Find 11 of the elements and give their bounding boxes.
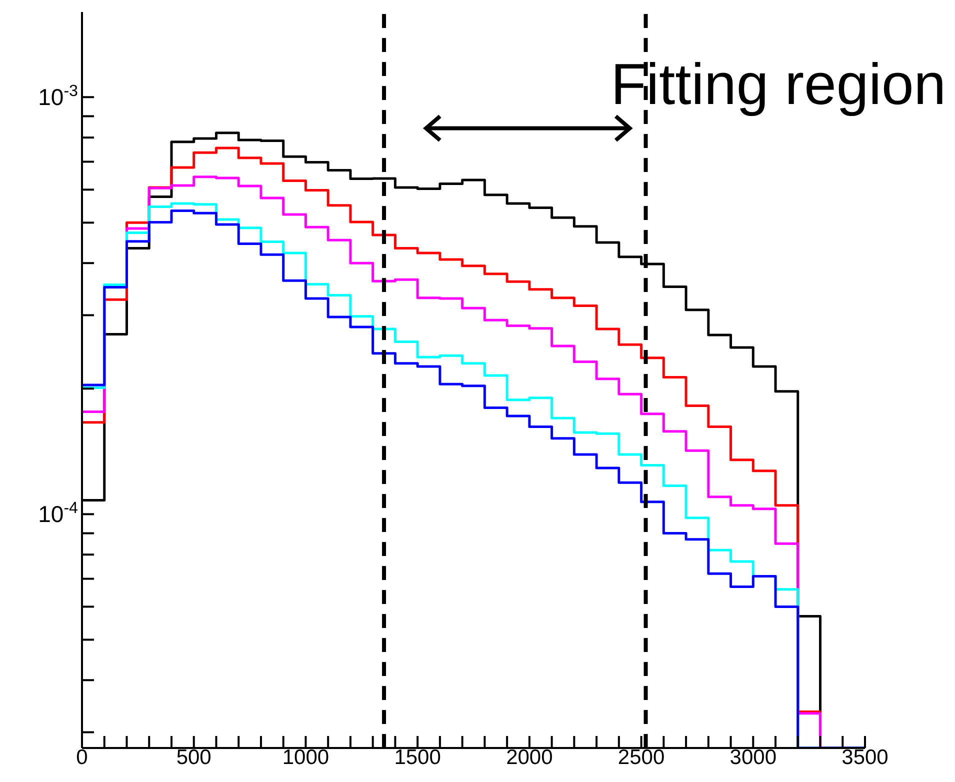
y-tick-label: 10$^{-3}$ (38, 82, 78, 110)
x-tick-label: 2000 (506, 746, 553, 769)
annotation: Fitting region (610, 52, 946, 117)
x-tick-label: 1500 (394, 746, 441, 769)
x-tick-label: 1000 (282, 746, 330, 769)
x-tick-label: 500 (176, 746, 212, 769)
x-tick-label: 3000 (730, 746, 776, 769)
y-tick-label: 10$^{-4}$ (38, 499, 78, 528)
x-tick-label: 2500 (618, 746, 665, 769)
x-tick-label: 3500 (842, 746, 888, 769)
x-tick-label: 0 (76, 746, 88, 769)
